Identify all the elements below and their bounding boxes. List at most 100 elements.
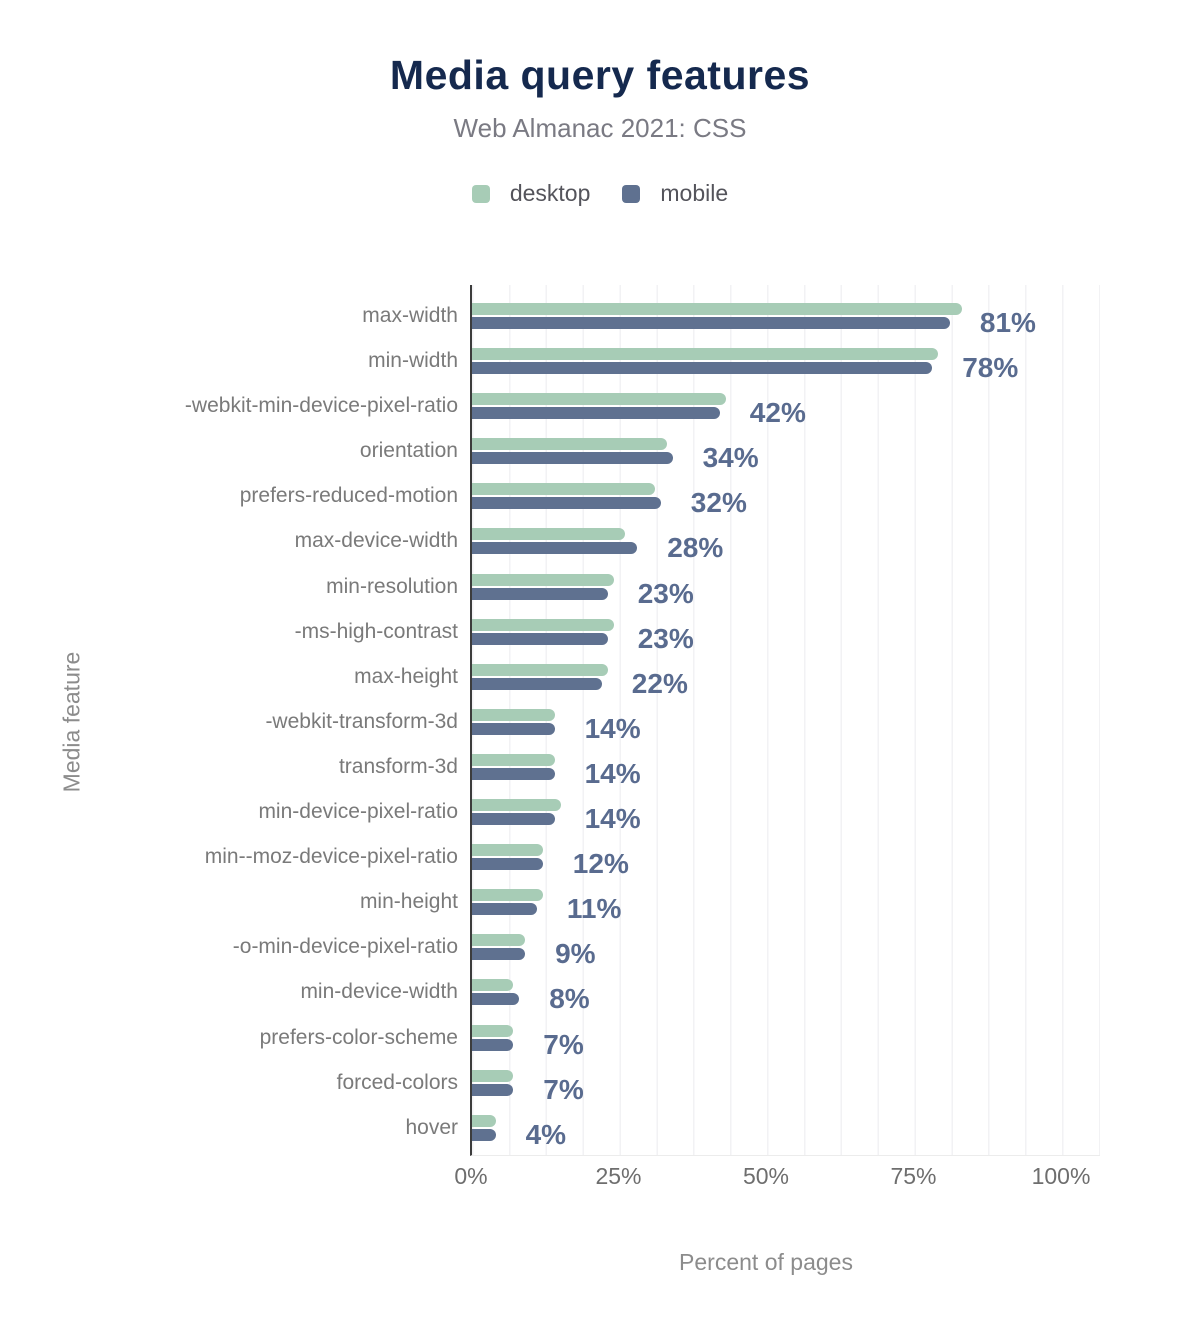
mobile-bar bbox=[472, 407, 720, 420]
chart-row: prefers-color-scheme 7% bbox=[260, 1007, 1100, 1058]
value-label: 14% bbox=[584, 757, 641, 789]
mobile-bar bbox=[472, 362, 933, 375]
chart-row: -webkit-transform-3d 14% bbox=[265, 691, 1100, 742]
x-tick: 100% bbox=[1031, 1163, 1091, 1189]
category-label: prefers-reduced-motion bbox=[239, 484, 458, 508]
value-label: 12% bbox=[572, 848, 629, 880]
legend: desktop mobile bbox=[0, 180, 1200, 207]
value-label: 22% bbox=[631, 667, 688, 699]
category-label: max-height bbox=[354, 664, 458, 688]
mobile-bar bbox=[472, 903, 537, 916]
desktop-bar bbox=[472, 934, 526, 947]
value-label: 42% bbox=[749, 397, 806, 429]
category-label: min-device-width bbox=[300, 980, 458, 1004]
x-tick: 25% bbox=[595, 1163, 642, 1189]
desktop-bar bbox=[472, 1024, 514, 1037]
chart-row: min-device-width 8% bbox=[300, 961, 1100, 1013]
mobile-bar bbox=[472, 813, 555, 826]
category-label: -webkit-min-device-pixel-ratio bbox=[184, 394, 458, 418]
category-label: hover bbox=[405, 1115, 458, 1139]
mobile-bar bbox=[472, 722, 555, 735]
desktop-bar bbox=[472, 393, 726, 406]
chart-title: Media query features bbox=[389, 52, 811, 98]
value-label: 8% bbox=[549, 983, 590, 1015]
desktop-bar bbox=[472, 844, 543, 857]
desktop-bar bbox=[472, 483, 655, 496]
mobile-bar bbox=[472, 452, 673, 465]
x-tick: 75% bbox=[890, 1163, 937, 1189]
mobile-bar bbox=[472, 677, 602, 690]
category-label: prefers-color-scheme bbox=[259, 1025, 458, 1049]
desktop-bar bbox=[472, 753, 555, 766]
mobile-color-swatch bbox=[622, 184, 641, 203]
x-tick: 0% bbox=[454, 1163, 488, 1189]
category-label: min-width bbox=[368, 349, 458, 373]
category-label: min-resolution bbox=[326, 574, 458, 598]
value-label: 23% bbox=[637, 622, 694, 654]
x-axis-title: Percent of pages bbox=[679, 1249, 853, 1275]
desktop-bar bbox=[472, 573, 614, 586]
category-label: transform-3d bbox=[338, 754, 458, 778]
category-label: orientation bbox=[359, 439, 458, 463]
desktop-bar bbox=[472, 528, 626, 541]
legend-item-mobile: mobile bbox=[622, 180, 728, 207]
chart-row: -o-min-device-pixel-ratio 9% bbox=[233, 916, 1100, 968]
mobile-bar bbox=[472, 948, 526, 961]
category-label: max-width bbox=[362, 304, 458, 327]
mobile-bar bbox=[472, 542, 638, 555]
mobile-bar bbox=[472, 587, 608, 600]
category-label: -o-min-device-pixel-ratio bbox=[232, 935, 458, 959]
chart-row: min-height 11% bbox=[360, 871, 1100, 923]
legend-label-mobile: mobile bbox=[660, 180, 729, 206]
category-label: forced-colors bbox=[336, 1070, 458, 1094]
value-label: 9% bbox=[555, 938, 596, 970]
chart-row: orientation 34% bbox=[360, 420, 1100, 472]
x-axis-ticks: 0% 25% 50% 75% 100% bbox=[454, 1162, 1099, 1190]
desktop-bar bbox=[472, 438, 667, 451]
chart-row: -webkit-min-device-pixel-ratio 42% bbox=[185, 375, 1100, 427]
plot-area: max-width 81% min-width 78% -webkit-min-… bbox=[185, 285, 1100, 1156]
y-axis-title: Media feature bbox=[58, 651, 85, 793]
desktop-bar bbox=[472, 889, 543, 902]
mobile-bar bbox=[472, 993, 520, 1006]
chart-row: min--moz-device-pixel-ratio 12% bbox=[205, 826, 1100, 878]
category-label: min--moz-device-pixel-ratio bbox=[204, 845, 458, 869]
chart-subtitle: Web Almanac 2021: CSS bbox=[453, 113, 747, 143]
value-label: 14% bbox=[584, 712, 641, 744]
mobile-bar bbox=[472, 1083, 514, 1096]
value-label: 7% bbox=[543, 1028, 584, 1060]
chart-row: min-resolution 23% bbox=[326, 556, 1100, 607]
chart-row: min-width 78% bbox=[368, 330, 1100, 382]
desktop-bar bbox=[472, 799, 561, 812]
desktop-bar bbox=[472, 618, 614, 631]
chart-row: forced-colors 7% bbox=[337, 1052, 1100, 1103]
chart-row: max-device-width 28% bbox=[295, 510, 1100, 562]
desktop-color-swatch bbox=[471, 184, 490, 203]
chart-row: max-height 22% bbox=[354, 646, 1100, 697]
desktop-bar bbox=[472, 1069, 514, 1082]
mobile-bar bbox=[472, 767, 555, 780]
x-tick: 50% bbox=[742, 1163, 790, 1189]
legend-label-desktop: desktop bbox=[509, 180, 591, 206]
mobile-bar bbox=[472, 632, 608, 645]
value-label: 34% bbox=[702, 442, 759, 474]
desktop-bar bbox=[472, 979, 514, 992]
legend-item-desktop: desktop bbox=[471, 180, 591, 207]
value-label: 14% bbox=[584, 803, 641, 835]
chart-row: prefers-reduced-motion 32% bbox=[240, 465, 1100, 517]
chart-row: hover 4% bbox=[405, 1097, 1100, 1148]
chart-row: min-device-pixel-ratio 14% bbox=[258, 781, 1100, 833]
chart-row: transform-3d 14% bbox=[339, 736, 1100, 787]
desktop-bar bbox=[472, 708, 555, 721]
category-label: min-device-pixel-ratio bbox=[258, 800, 458, 824]
value-label: 81% bbox=[979, 307, 1036, 338]
mobile-bar bbox=[472, 1128, 496, 1141]
value-label: 7% bbox=[543, 1073, 584, 1105]
mobile-bar bbox=[472, 317, 950, 329]
category-label: -ms-high-contrast bbox=[294, 619, 458, 643]
chart-row: -ms-high-contrast 23% bbox=[295, 601, 1100, 652]
value-label: 11% bbox=[566, 893, 622, 925]
chart-row: max-width 81% bbox=[362, 285, 1100, 337]
value-label: 4% bbox=[525, 1118, 567, 1150]
